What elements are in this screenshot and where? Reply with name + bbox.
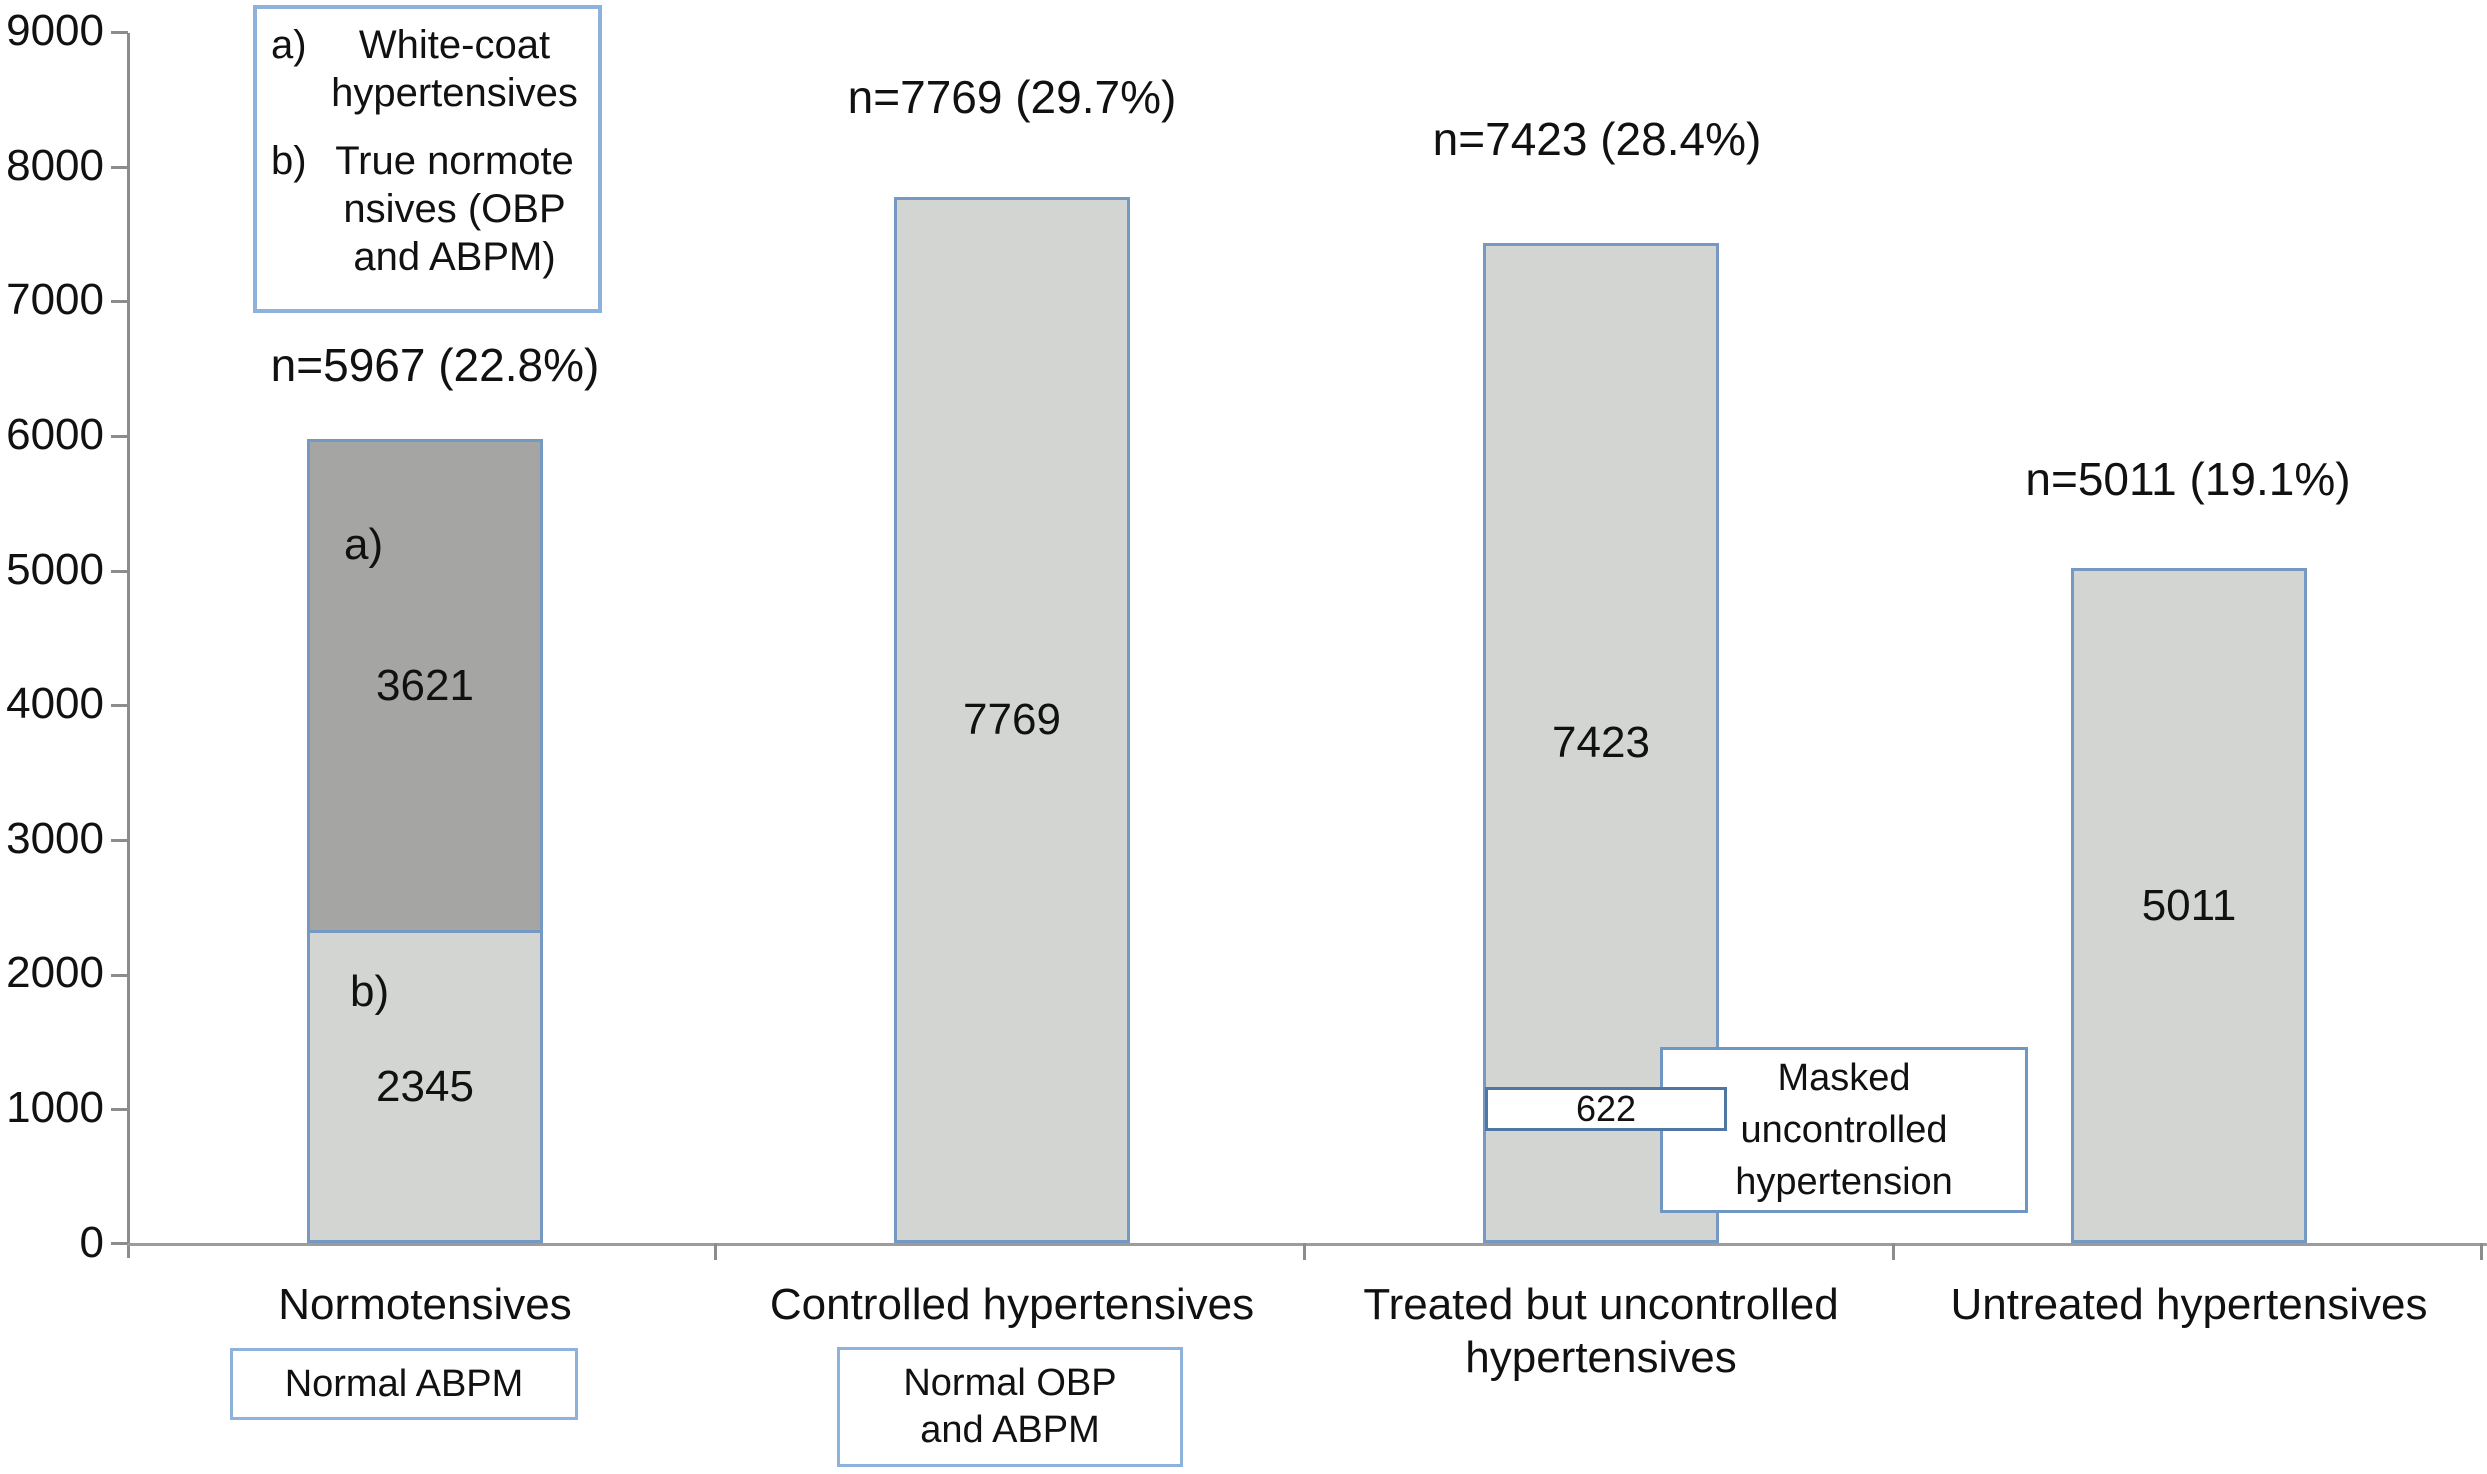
bar-segment-untreated: 5011	[2074, 571, 2304, 1240]
bar-normotensives: a) 3621 b) 2345	[307, 439, 543, 1243]
category-label-controlled: Controlled hypertensives	[692, 1278, 1332, 1331]
y-tick-label: 6000	[6, 410, 104, 459]
y-tick-3000	[111, 839, 128, 842]
segment-b-value: 2345	[376, 1061, 474, 1111]
y-tick-label: 5000	[6, 545, 104, 594]
y-tick-label: 1000	[6, 1083, 104, 1132]
bar-treated-uncontrolled-hypertensives: 7423	[1483, 243, 1719, 1243]
category-line: hypertensives	[1465, 1333, 1737, 1382]
footnote-box-normal-abpm: Normal ABPM	[230, 1348, 578, 1420]
category-line: Controlled hypertensives	[769, 1280, 1255, 1329]
category-label-normotensives: Normotensives	[105, 1278, 745, 1331]
segment-b-marker: b)	[350, 967, 390, 1016]
bar-segment-controlled: 7769	[897, 200, 1127, 1240]
annotation-controlled: n=7769 (29.7%)	[847, 71, 1177, 123]
bar-segment-true-normotensives: b) 2345	[310, 930, 540, 1240]
annotation-untreated: n=5011 (19.1%)	[2025, 453, 2351, 505]
legend-line: True normote	[335, 139, 574, 183]
y-tick-4000	[111, 704, 128, 707]
y-tick-0	[111, 1242, 128, 1245]
masked-hypertension-value-box: 622	[1485, 1087, 1727, 1131]
bar-segment-white-coat: a) 3621	[310, 442, 540, 930]
footnote-box-normal-obp-abpm: Normal OBP and ABPM	[837, 1347, 1183, 1467]
masked-label-line: hypertension	[1735, 1161, 1953, 1203]
y-tick-6000	[111, 435, 128, 438]
bar-controlled-hypertensives: 7769	[894, 197, 1130, 1243]
masked-label-line: uncontrolled	[1740, 1109, 1948, 1151]
legend-box: a) White-coat hypertensives b) True norm…	[253, 5, 602, 313]
legend-line: hypertensives	[331, 71, 578, 115]
bar-untreated-hypertensives: 5011	[2071, 568, 2307, 1243]
footnote-line: Normal ABPM	[284, 1362, 524, 1405]
y-tick-label: 3000	[6, 814, 104, 863]
y-tick-label: 8000	[6, 141, 104, 190]
y-tick-label: 9000	[6, 6, 104, 55]
category-line: Normotensives	[278, 1280, 572, 1329]
category-label-treated-uncontrolled: Treated but uncontrolled hypertensives	[1281, 1278, 1921, 1384]
category-label-untreated: Untreated hypertensives	[1869, 1278, 2487, 1331]
y-tick-2000	[111, 974, 128, 977]
masked-label-line: Masked	[1777, 1057, 1911, 1099]
legend-item-a: a) White-coat hypertensives	[271, 21, 590, 117]
legend-text-a: White-coat hypertensives	[319, 21, 590, 117]
footnote-line: Normal OBP	[903, 1362, 1117, 1404]
x-tick	[1892, 1243, 1895, 1260]
bar-value: 7423	[1552, 718, 1650, 767]
annotation-normotensives: n=5967 (22.8%)	[270, 339, 600, 391]
masked-hypertension-label-box: Masked uncontrolled hypertension	[1660, 1047, 2028, 1213]
y-tick-label: 7000	[6, 275, 104, 324]
y-tick-label: 4000	[6, 679, 104, 728]
masked-value: 622	[1575, 1088, 1637, 1129]
legend-marker-a: a)	[271, 23, 307, 67]
y-tick-1000	[111, 1108, 128, 1111]
category-line: Untreated hypertensives	[1950, 1280, 2428, 1329]
legend-line: White-coat	[358, 23, 551, 67]
legend-line: nsives (OBP	[343, 187, 566, 231]
segment-a-marker: a)	[344, 520, 384, 569]
legend-text-b: True normote nsives (OBP and ABPM)	[319, 137, 590, 281]
bar-value: 5011	[2141, 880, 2237, 930]
footnote-line: and ABPM	[920, 1409, 1100, 1451]
x-tick	[714, 1243, 717, 1260]
category-line: Treated but uncontrolled	[1363, 1280, 1839, 1329]
y-tick-label: 2000	[6, 948, 104, 997]
y-tick-5000	[111, 570, 128, 573]
y-tick-8000	[111, 166, 128, 169]
x-tick	[2480, 1243, 2483, 1260]
y-axis-line	[127, 33, 130, 1258]
bar-value: 7769	[963, 695, 1061, 744]
legend-line: and ABPM)	[353, 235, 556, 279]
annotation-treated-uncontrolled: n=7423 (28.4%)	[1432, 113, 1762, 165]
y-tick-label: 0	[79, 1218, 104, 1267]
legend-marker-b: b)	[271, 139, 307, 183]
x-tick	[1303, 1243, 1306, 1260]
legend-item-b: b) True normote nsives (OBP and ABPM)	[271, 137, 590, 281]
y-tick-9000	[111, 31, 128, 34]
x-axis-baseline	[127, 1243, 2487, 1246]
y-tick-7000	[111, 300, 128, 303]
segment-a-value: 3621	[376, 661, 474, 710]
